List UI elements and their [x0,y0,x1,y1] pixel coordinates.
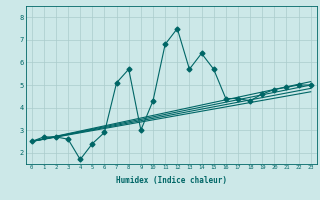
X-axis label: Humidex (Indice chaleur): Humidex (Indice chaleur) [116,176,227,185]
